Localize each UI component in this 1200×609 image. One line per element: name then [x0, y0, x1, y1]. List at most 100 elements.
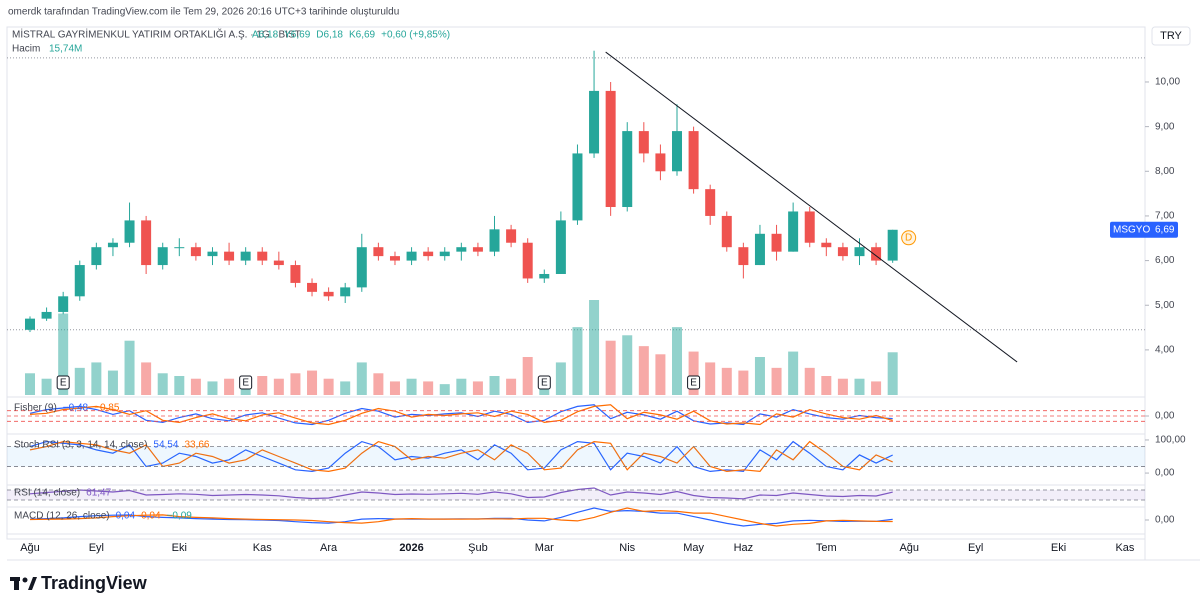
volume-bar [804, 367, 815, 395]
ohlc-value: D6,18 [316, 30, 343, 41]
candle-body [340, 287, 351, 297]
volume-bar [788, 351, 799, 395]
volume-bar [605, 340, 616, 395]
candle-body [174, 247, 185, 249]
band-fill [7, 446, 1145, 467]
candle-body [456, 247, 467, 252]
volume-bar [522, 357, 533, 395]
dividend-marker [901, 230, 917, 246]
candle-body [74, 265, 85, 297]
candle-body [771, 233, 782, 252]
candle-body [406, 251, 417, 261]
x-tick-label: Tem [816, 542, 837, 554]
volume-bar [439, 384, 450, 395]
volume-bar [190, 378, 201, 395]
x-tick-label: Ağu [899, 542, 919, 554]
candle-body [91, 247, 102, 266]
candle-body [157, 247, 168, 266]
volume-title: Hacim [12, 44, 40, 55]
indicator-line [29, 440, 893, 473]
y-tick-label: 100,00 [1155, 435, 1186, 446]
volume-bar [638, 346, 649, 395]
volume-bar [655, 354, 666, 395]
volume-bar [688, 351, 699, 395]
x-tick-label: Mar [535, 542, 554, 554]
candle-body [273, 260, 284, 266]
candle-body [489, 229, 500, 252]
x-tick-label: May [683, 542, 704, 554]
candle-body [323, 291, 334, 297]
volume-bar [589, 300, 600, 395]
change: +0,60 (+9,85%) [381, 30, 450, 41]
indicator-line [29, 404, 893, 426]
brand: TradingView [41, 573, 148, 593]
candle-body [821, 242, 832, 248]
event-marker [537, 375, 551, 390]
x-tick-label: 2026 [399, 542, 423, 554]
candle-body [41, 311, 52, 319]
candle-body [638, 131, 649, 154]
credit: omerdk tarafından TradingView.com ile Te… [8, 7, 399, 18]
volume-bar [24, 373, 35, 395]
candle-body [721, 215, 732, 248]
volume-bar [323, 378, 334, 395]
currency: TRY [1160, 30, 1182, 42]
volume-bar [754, 357, 765, 395]
symbol-label: MSGYO [1113, 224, 1150, 235]
candle-body [837, 247, 848, 257]
candle-body [522, 242, 533, 279]
candle-body [754, 233, 765, 266]
candle-body [506, 229, 517, 243]
volume-bar [738, 370, 749, 395]
y-tick-label: 0,00 [1155, 515, 1175, 526]
candle-body [124, 220, 135, 243]
x-tick-label: Nis [619, 542, 635, 554]
volume-bar [91, 362, 102, 395]
indicator-line [29, 440, 893, 473]
logo-part [14, 577, 19, 590]
x-tick-label: Eyl [89, 542, 104, 554]
trendline [605, 51, 1018, 363]
volume-bar [887, 352, 898, 395]
symbol-line: MİSTRAL GAYRİMENKUL YATIRIM ORTAKLIĞI A.… [12, 28, 301, 41]
indicator-line [29, 487, 893, 500]
volume-bar [506, 378, 517, 395]
volume-bar [340, 381, 351, 395]
candle-body [356, 247, 367, 288]
volume-bar [207, 381, 218, 395]
volume-bar [821, 376, 832, 395]
candle-body [804, 211, 815, 243]
volume-bar [672, 327, 683, 395]
candle-body [257, 251, 268, 261]
volume-bar [406, 378, 417, 395]
dividend-label: D [905, 232, 912, 243]
candle-body [788, 211, 799, 252]
currency-box[interactable] [1151, 26, 1191, 46]
candle-body [589, 90, 600, 154]
volume-bar [555, 362, 566, 395]
y-tick-label: 10,00 [1155, 77, 1180, 88]
candle-body [871, 247, 882, 261]
candle-body [24, 318, 35, 330]
candle-body [290, 265, 301, 283]
volume-bar [423, 381, 434, 395]
x-tick-label: Eyl [968, 542, 983, 554]
y-tick-label: 5,00 [1155, 300, 1175, 311]
indicator-line [29, 404, 893, 426]
x-tick-label: Kas [1115, 542, 1134, 554]
candle-body [539, 273, 550, 279]
event-label: E [242, 378, 249, 389]
candle-body [738, 247, 749, 266]
indicator-title: RSI (14, close) [14, 488, 80, 499]
event-marker [56, 375, 70, 390]
volume-bar [257, 376, 268, 395]
band-fill [7, 490, 1145, 500]
event-label: E [60, 378, 67, 389]
x-tick-label: Ağu [20, 542, 40, 554]
volume-bar [572, 327, 583, 395]
event-marker [687, 375, 701, 390]
y-tick-label: 4,00 [1155, 345, 1175, 356]
